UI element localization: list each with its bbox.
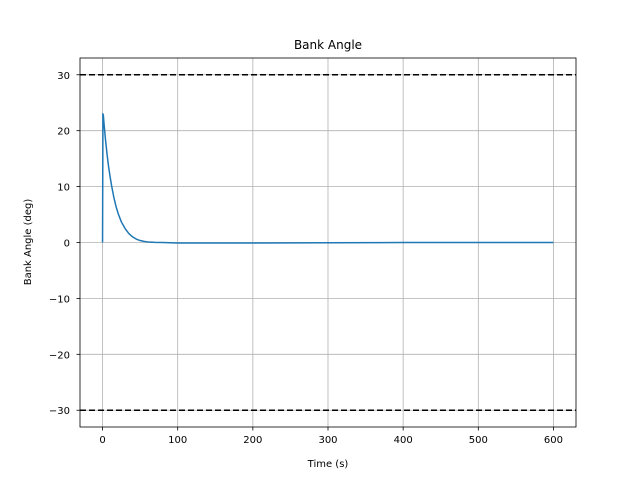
y-tick-label: 10: [57, 183, 70, 194]
y-axis-label: Bank Angle (deg): [23, 199, 34, 286]
x-tick-label: 500: [469, 435, 488, 446]
y-tick-label: −10: [49, 294, 70, 305]
y-tick-label: 30: [57, 71, 70, 82]
y-tick-label: 0: [64, 239, 70, 250]
x-tick-label: 400: [394, 435, 413, 446]
x-axis-label: Time (s): [307, 459, 349, 470]
x-tick-label: 200: [243, 435, 262, 446]
series-line: [101, 113, 554, 244]
y-tick-label: −30: [49, 406, 70, 417]
x-tick-label: 600: [544, 435, 563, 446]
y-tick-label: 20: [57, 127, 70, 138]
y-tick-label: −20: [49, 350, 70, 361]
x-tick-label: 100: [168, 435, 187, 446]
x-tick-label: 0: [99, 435, 105, 446]
plot-area: 0 100 200 300 400 500 600 −30 −20 −10 0 10 20 30: [49, 57, 577, 446]
x-tick-label: 300: [318, 435, 337, 446]
chart-title: Bank Angle: [294, 38, 362, 52]
